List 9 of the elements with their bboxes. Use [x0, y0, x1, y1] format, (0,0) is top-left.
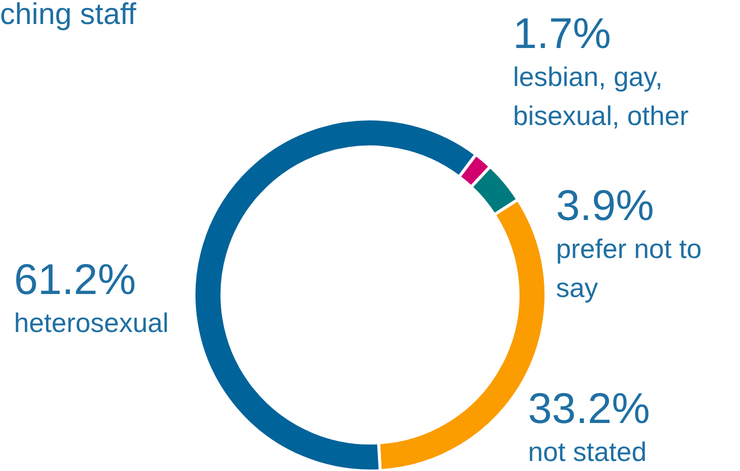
data-label: 3.9%: [556, 182, 654, 230]
slice-label: lesbian, gay, bisexual, other: [513, 62, 689, 131]
data-label: 1.7%: [513, 10, 612, 58]
data-label: 61.2%: [14, 256, 136, 304]
slice-label: not stated: [528, 437, 647, 467]
slice-label: heterosexual: [14, 308, 169, 338]
data-label: 33.2%: [528, 385, 650, 433]
chart-title: ching staff: [0, 0, 136, 33]
slice-label: prefer not to say: [556, 234, 702, 303]
